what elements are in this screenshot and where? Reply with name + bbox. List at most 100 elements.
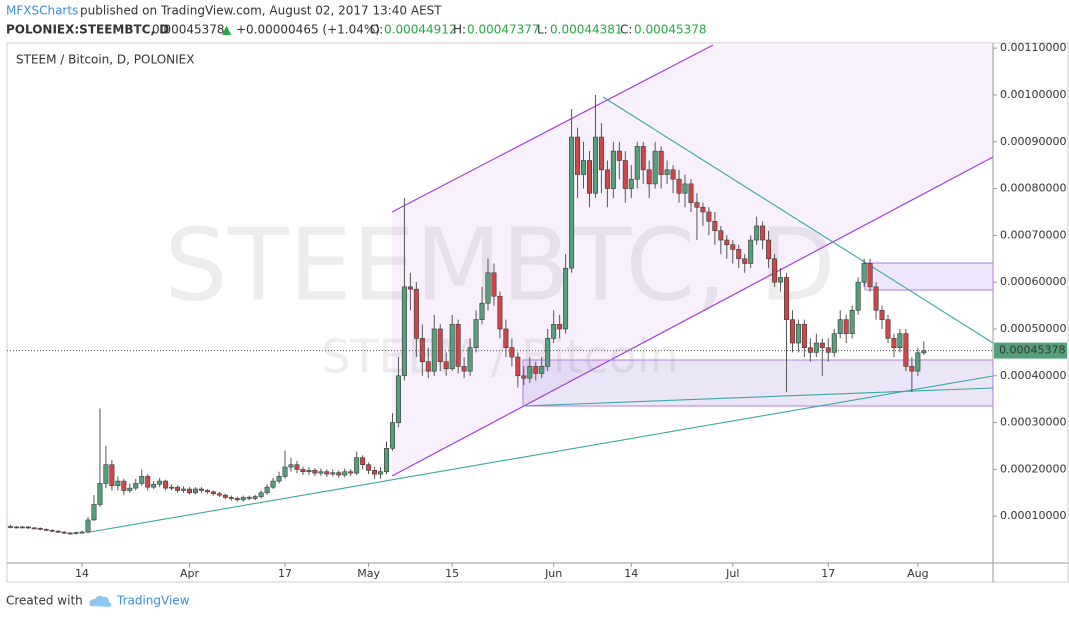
x-tick-label: 14: [75, 567, 89, 580]
candle-body: [43, 529, 49, 531]
candle-body: [67, 532, 73, 535]
candle-body: [145, 476, 151, 488]
l-label: L:: [537, 23, 548, 37]
candle-body: [575, 136, 581, 175]
candle-body: [413, 288, 419, 339]
candle-body: [789, 319, 795, 344]
candle-body: [324, 471, 330, 475]
candle-body: [389, 422, 395, 449]
y-tick-label: 0.00090000: [1000, 135, 1066, 148]
ohlc-line: POLONIEX:STEEMBTC, D 0.00045378 ▲ +0.000…: [6, 23, 707, 37]
candle-body: [312, 470, 318, 474]
trend-line: [522, 387, 994, 407]
candle-body: [897, 333, 903, 348]
published: published on TradingView.com, August 02,…: [80, 4, 442, 18]
candle-body: [330, 472, 336, 475]
candle-body: [7, 526, 13, 528]
candle-body: [563, 267, 569, 330]
candle-body: [378, 471, 384, 475]
candle-body: [85, 519, 91, 533]
candle-body: [175, 486, 181, 491]
candle-body: [819, 342, 825, 348]
candle-body: [712, 221, 718, 231]
x-tick-label: Jun: [544, 567, 562, 580]
candle-body: [676, 178, 682, 194]
candle-body: [181, 488, 187, 491]
candle-body: [437, 328, 443, 363]
candle-body: [849, 309, 855, 334]
candle-body: [192, 488, 198, 494]
tv-logo: [89, 595, 112, 607]
candle-body: [198, 488, 204, 491]
x-tick-label: 17: [821, 567, 835, 580]
candle-body: [843, 319, 849, 334]
candle-body: [25, 526, 31, 529]
candle-body: [37, 528, 43, 530]
candle-body: [497, 295, 503, 330]
candle-body: [807, 347, 813, 353]
candle-body: [581, 160, 587, 175]
candle-body: [551, 323, 557, 339]
candle-body: [658, 150, 664, 175]
candle-body: [288, 464, 294, 468]
candle-body: [49, 529, 55, 532]
candle-body: [300, 469, 306, 473]
candle-body: [91, 504, 97, 521]
candle-body: [503, 328, 509, 348]
candle-body: [569, 136, 575, 269]
candle-body: [670, 169, 676, 180]
candle-body: [163, 480, 169, 489]
candle-body: [31, 527, 37, 530]
candle-body: [646, 169, 652, 185]
o-value: 0.00044912: [384, 23, 457, 37]
y-tick-label: 0.00040000: [1000, 369, 1066, 382]
candle-body: [903, 333, 909, 367]
logo-cloud: [89, 595, 112, 607]
candle-body: [700, 206, 706, 213]
candle-body: [813, 342, 819, 353]
candle-body: [19, 526, 25, 529]
channel-lower: [391, 156, 994, 477]
candle-body: [837, 319, 843, 334]
candle-body: [276, 476, 282, 482]
candle-body: [264, 486, 270, 494]
candle-body: [270, 480, 276, 488]
candle-body: [736, 249, 742, 260]
candle-body: [395, 375, 401, 423]
candle-body: [772, 258, 778, 283]
watermark-sub: STEEM / Bitcoin: [321, 330, 679, 384]
candle-body: [622, 160, 628, 189]
candle-body: [778, 277, 784, 283]
change: +0.00000465 (+1.04%): [236, 23, 380, 37]
candle-body: [97, 483, 103, 505]
arrow: ▲: [222, 23, 232, 37]
candle-body: [766, 239, 772, 260]
y-tick-label: 0.00110000: [1000, 41, 1066, 54]
trend-line: [89, 375, 994, 533]
candle-body: [545, 338, 551, 367]
candle-body: [634, 146, 640, 180]
candle-body: [724, 239, 730, 246]
candle-body: [891, 338, 897, 348]
candle-body: [461, 366, 467, 372]
candle-body: [885, 319, 891, 339]
candle-body: [222, 494, 228, 498]
candle-body: [121, 480, 127, 491]
chart-frame: [6, 42, 1069, 583]
y-tick-label: 0.00010000: [1000, 509, 1066, 522]
c-value: 0.00045378: [634, 23, 707, 37]
candle-body: [783, 277, 789, 320]
candle-body: [795, 323, 801, 344]
candle-body: [306, 470, 312, 473]
candle-body: [336, 472, 342, 476]
candle-body: [431, 328, 437, 372]
x-tick-label: May: [357, 567, 380, 580]
candle-body: [730, 244, 736, 250]
candle-body: [748, 239, 754, 264]
candle-body: [360, 457, 366, 466]
x-tick-label: Aug: [907, 567, 928, 580]
x-tick-label: 17: [278, 567, 292, 580]
x-tick-label: 15: [445, 567, 459, 580]
